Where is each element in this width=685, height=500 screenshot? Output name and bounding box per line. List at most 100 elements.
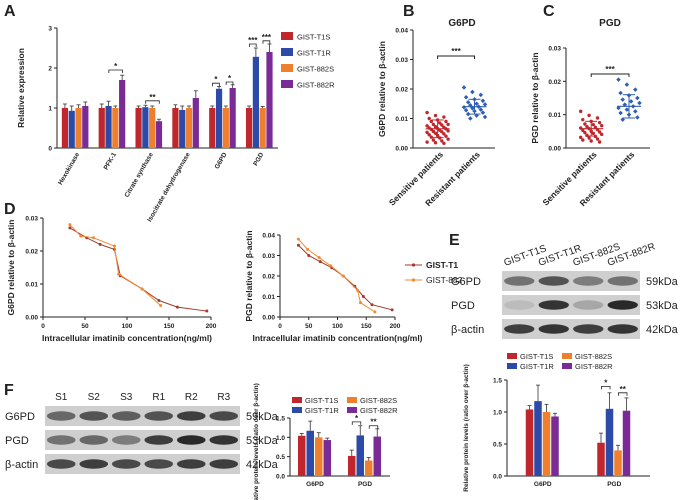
significance-mark: ***	[451, 47, 461, 56]
bar	[179, 110, 186, 148]
legend-label: GIST-T1S	[305, 396, 338, 405]
chart-d-pgd-line: 0.00 0.01 0.02 0.03 0.04 0 50 100 150 200 Intracel…	[244, 230, 463, 343]
kda-label: 59kDa	[646, 276, 679, 288]
data-point	[112, 244, 116, 248]
y-tick-label: 0.02	[262, 274, 275, 281]
data-point	[431, 122, 436, 127]
y-axis-label: Relative expression	[16, 48, 26, 128]
data-point	[373, 310, 377, 314]
y-axis-label: Relative protein levels (ratio over β-ac…	[253, 383, 260, 500]
data-point	[589, 139, 593, 143]
data-point	[341, 274, 345, 278]
y-tick-label: 0.01	[262, 294, 275, 301]
bar	[82, 106, 89, 148]
data-point	[438, 121, 442, 125]
data-point	[440, 139, 444, 143]
y-tick-label: 0.03	[262, 253, 275, 260]
y-tick-label: 1.0	[493, 410, 502, 417]
row-label: β-actin	[451, 324, 484, 336]
y-tick-label: 3	[48, 26, 52, 33]
legend-swatch	[281, 32, 293, 40]
bar	[149, 108, 156, 148]
data-point	[581, 117, 585, 122]
x-tick-label: Citrate synthase	[124, 151, 156, 199]
data-point	[618, 110, 623, 116]
data-point	[442, 132, 446, 136]
significance-mark: **	[620, 385, 627, 394]
data-point	[587, 113, 591, 118]
y-tick-label: 0.0	[493, 474, 502, 481]
bar	[229, 88, 236, 148]
data-point	[431, 138, 436, 142]
data-point	[318, 260, 322, 264]
kda-label: 53kDa	[646, 300, 679, 312]
row-label: G6PD	[5, 411, 35, 423]
data-point	[425, 130, 429, 135]
data-point	[446, 122, 450, 127]
y-axis-label: G6PD relative to β-actin	[377, 41, 387, 137]
chart-c-pgd-scatter: PGD 0.00 0.01 0.02 0.03 PGD relative to β-act…	[530, 18, 650, 208]
x-axis-label: Intracellular imatinib concentration(ng/…	[42, 333, 212, 343]
bar	[142, 107, 149, 148]
bar	[259, 108, 266, 148]
legend-swatch	[562, 363, 572, 369]
protein-band	[607, 276, 638, 286]
bar	[542, 412, 551, 476]
legend-swatch	[347, 397, 357, 403]
lane-label: S3	[120, 392, 133, 403]
data-point	[370, 303, 374, 307]
bar	[348, 455, 356, 476]
x-tick-label: 150	[164, 323, 175, 330]
protein-band	[176, 459, 206, 469]
data-point	[117, 272, 121, 276]
data-point	[628, 99, 634, 104]
blot-strip	[502, 295, 640, 315]
significance-mark: ***	[248, 36, 258, 45]
western-blot-f: S1 S2 S3 R1 R2 R3 G6PD 59kDa PGD 53kDa β-actin 42kD…	[5, 392, 279, 474]
chart-f-protein-levels: GIST-T1S GIST-882S GIST-T1R GIST-882R 0.0 0.5…	[253, 383, 398, 500]
bar	[597, 442, 605, 476]
x-tick-label: 100	[122, 323, 133, 330]
data-point	[461, 85, 467, 90]
legend-swatch	[281, 80, 293, 88]
row-label: β-actin	[5, 459, 38, 471]
data-point	[583, 130, 587, 135]
protein-band	[538, 300, 569, 310]
bar	[222, 108, 229, 148]
protein-band	[111, 435, 141, 445]
significance-mark: **	[149, 93, 156, 102]
data-point	[307, 254, 311, 257]
y-tick-label: 0.03	[548, 46, 561, 53]
bar	[298, 435, 306, 476]
y-tick-label: 0.00	[548, 146, 561, 153]
data-point	[296, 243, 300, 247]
y-tick-label: 1.0	[276, 435, 285, 442]
x-tick-label: 0	[41, 323, 45, 330]
data-point	[478, 107, 484, 112]
y-axis-label: PGD relative to β-actin	[244, 230, 254, 321]
y-tick-label: 0.04	[395, 28, 408, 35]
bar	[112, 108, 119, 148]
protein-band	[607, 324, 638, 334]
lane-label: R3	[217, 392, 230, 403]
protein-band	[176, 435, 206, 445]
data-point	[68, 223, 72, 227]
protein-band	[111, 411, 141, 421]
y-tick-label: 1.5	[276, 416, 285, 423]
protein-band	[209, 411, 239, 421]
series-line	[69, 227, 207, 312]
data-point	[480, 98, 486, 104]
data-point	[440, 130, 444, 134]
bar	[135, 108, 142, 148]
data-point	[296, 237, 300, 241]
protein-band	[144, 435, 174, 445]
chart-title: PGD	[599, 18, 621, 29]
x-tick-label: 200	[390, 323, 401, 330]
y-tick-label: 0.02	[395, 87, 408, 94]
legend-swatch	[347, 407, 357, 413]
significance-bracket	[212, 82, 220, 87]
legend-label: GIST-T1R	[297, 49, 331, 58]
y-tick-label: 0	[48, 146, 52, 153]
